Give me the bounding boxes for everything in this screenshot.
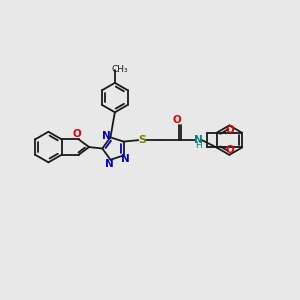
Text: H: H [195, 141, 202, 150]
Text: N: N [194, 134, 203, 145]
Text: O: O [226, 145, 235, 155]
Text: N: N [102, 131, 111, 141]
Text: S: S [138, 135, 146, 145]
Text: N: N [105, 159, 113, 169]
Text: O: O [73, 129, 82, 139]
Text: O: O [226, 125, 235, 135]
Text: O: O [172, 115, 181, 125]
Text: CH₃: CH₃ [112, 64, 128, 74]
Text: N: N [121, 154, 130, 164]
